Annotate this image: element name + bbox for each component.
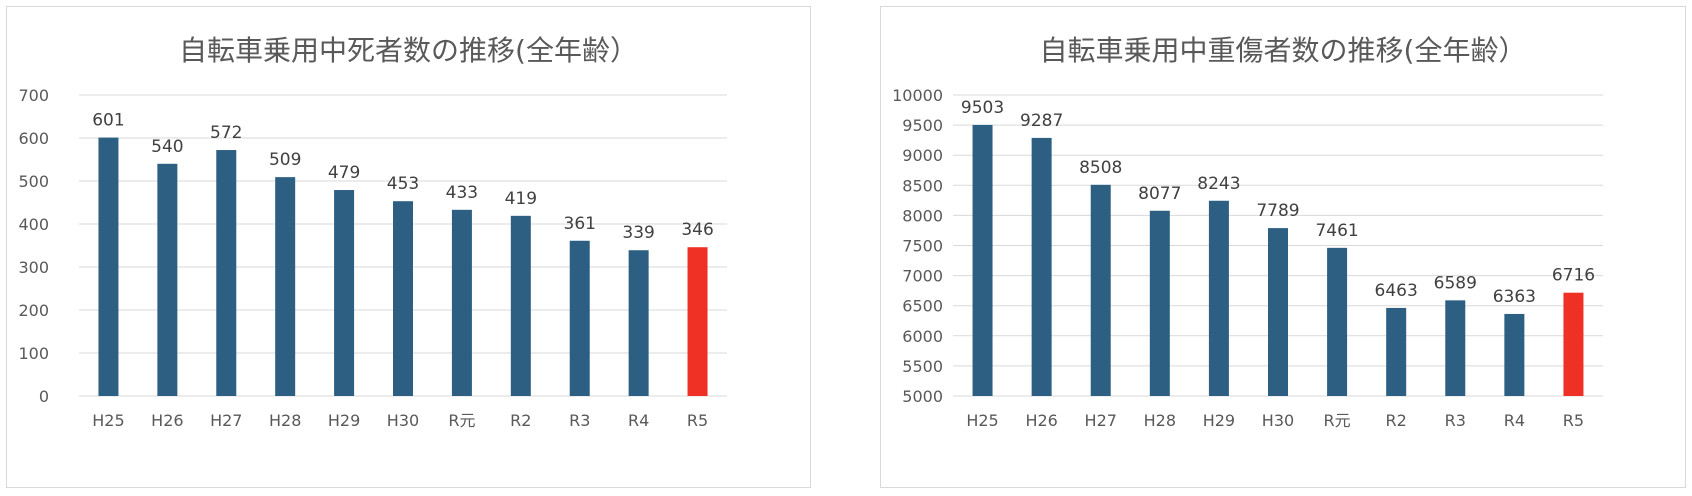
category-label: H28 <box>269 411 301 430</box>
category-label: R5 <box>687 411 708 430</box>
data-label: 7461 <box>1315 221 1358 241</box>
data-label: 453 <box>387 174 419 194</box>
bar <box>275 177 296 396</box>
y-tick-label: 8000 <box>902 206 943 225</box>
y-tick-label: 700 <box>18 86 49 105</box>
data-label: 540 <box>151 137 183 157</box>
y-tick-label: 6500 <box>902 297 943 316</box>
data-label: 7789 <box>1256 201 1299 221</box>
data-label: 8243 <box>1197 174 1240 194</box>
y-tick-label: 5500 <box>902 357 943 376</box>
bar <box>157 163 178 396</box>
category-label: H27 <box>210 411 242 430</box>
category-label: H26 <box>151 411 183 430</box>
category-label: H28 <box>1144 411 1176 430</box>
y-tick-label: 7500 <box>902 237 943 256</box>
category-label: H29 <box>328 411 360 430</box>
data-label: 572 <box>210 123 242 143</box>
category-label: H29 <box>1203 411 1235 430</box>
category-label: H27 <box>1085 411 1117 430</box>
category-label: R元 <box>1324 411 1351 430</box>
category-label: R3 <box>1445 411 1466 430</box>
bar <box>1445 300 1466 396</box>
data-label: 6363 <box>1493 287 1536 307</box>
chart-title: 自転車乗用中死者数の推移(全年齢） <box>179 34 638 67</box>
chart-serious-injuries-plot: 5000 5500 6000 6500 7000 7500 8000 8500 9000 9500… <box>892 86 1603 430</box>
category-label: R2 <box>510 411 531 430</box>
bar <box>628 250 649 396</box>
bar <box>216 150 237 396</box>
data-label: 601 <box>92 111 124 131</box>
chart-title: 自転車乗用中重傷者数の推移(全年齢） <box>1039 34 1527 67</box>
category-label: R3 <box>569 411 590 430</box>
data-label: 509 <box>269 150 301 170</box>
category-label: H30 <box>1262 411 1294 430</box>
data-label: 6716 <box>1552 266 1595 286</box>
data-label: 419 <box>505 189 537 209</box>
y-tick-label: 9500 <box>902 116 943 135</box>
bar <box>1268 228 1288 396</box>
bar <box>1504 313 1525 396</box>
y-tick-label: 600 <box>18 129 49 148</box>
data-label: 361 <box>564 214 596 234</box>
y-tick-label: 400 <box>18 215 49 234</box>
bar <box>334 190 355 396</box>
data-label: 479 <box>328 163 360 183</box>
bar <box>569 240 590 396</box>
category-label: R2 <box>1386 411 1407 430</box>
bar <box>98 137 119 396</box>
y-tick-label: 100 <box>18 344 49 363</box>
y-tick-label: 8500 <box>902 176 943 195</box>
category-label: R4 <box>1504 411 1525 430</box>
bar <box>1031 137 1052 396</box>
data-label: 8508 <box>1079 158 1122 178</box>
data-label: 339 <box>622 223 654 243</box>
category-label: H26 <box>1025 411 1057 430</box>
bar <box>451 209 472 396</box>
bar <box>510 215 531 396</box>
bar <box>972 124 993 396</box>
category-label: R元 <box>448 411 475 430</box>
bar <box>1090 184 1111 396</box>
data-label: 9287 <box>1020 111 1063 131</box>
category-label: R4 <box>628 411 649 430</box>
data-label: 9503 <box>961 98 1004 118</box>
chart-serious-injuries: 自転車乗用中重傷者数の推移(全年齢） 5000 5500 6000 6500 7000 7… <box>880 6 1686 488</box>
y-tick-label: 7000 <box>902 267 943 286</box>
data-label: 8077 <box>1138 184 1181 204</box>
data-label: 6463 <box>1375 281 1418 301</box>
chart-deaths-plot: 0 100 200 300 400 500 600 700 601 H25 540 H26 572 H27… <box>18 86 727 430</box>
data-label: 6589 <box>1434 273 1477 293</box>
y-tick-label: 0 <box>39 387 49 406</box>
y-tick-label: 10000 <box>892 86 943 105</box>
bar <box>1327 247 1348 396</box>
bar <box>687 247 708 396</box>
y-tick-label: 300 <box>18 258 49 277</box>
category-label: R5 <box>1563 411 1584 430</box>
bar <box>1149 210 1170 396</box>
chart-deaths: 自転車乗用中死者数の推移(全年齢） 0 100 200 300 400 500 600 700… <box>6 6 811 488</box>
category-label: H30 <box>387 411 419 430</box>
category-label: H25 <box>966 411 998 430</box>
bar <box>1563 292 1584 396</box>
y-tick-label: 500 <box>18 172 49 191</box>
data-label: 346 <box>681 220 713 240</box>
y-tick-label: 9000 <box>902 146 943 165</box>
bar <box>393 201 413 396</box>
data-label: 433 <box>446 183 478 203</box>
bar <box>1386 307 1407 396</box>
category-label: H25 <box>92 411 124 430</box>
bar <box>1208 200 1229 396</box>
y-tick-label: 5000 <box>902 387 943 406</box>
y-tick-label: 200 <box>18 301 49 320</box>
y-tick-label: 6000 <box>902 327 943 346</box>
